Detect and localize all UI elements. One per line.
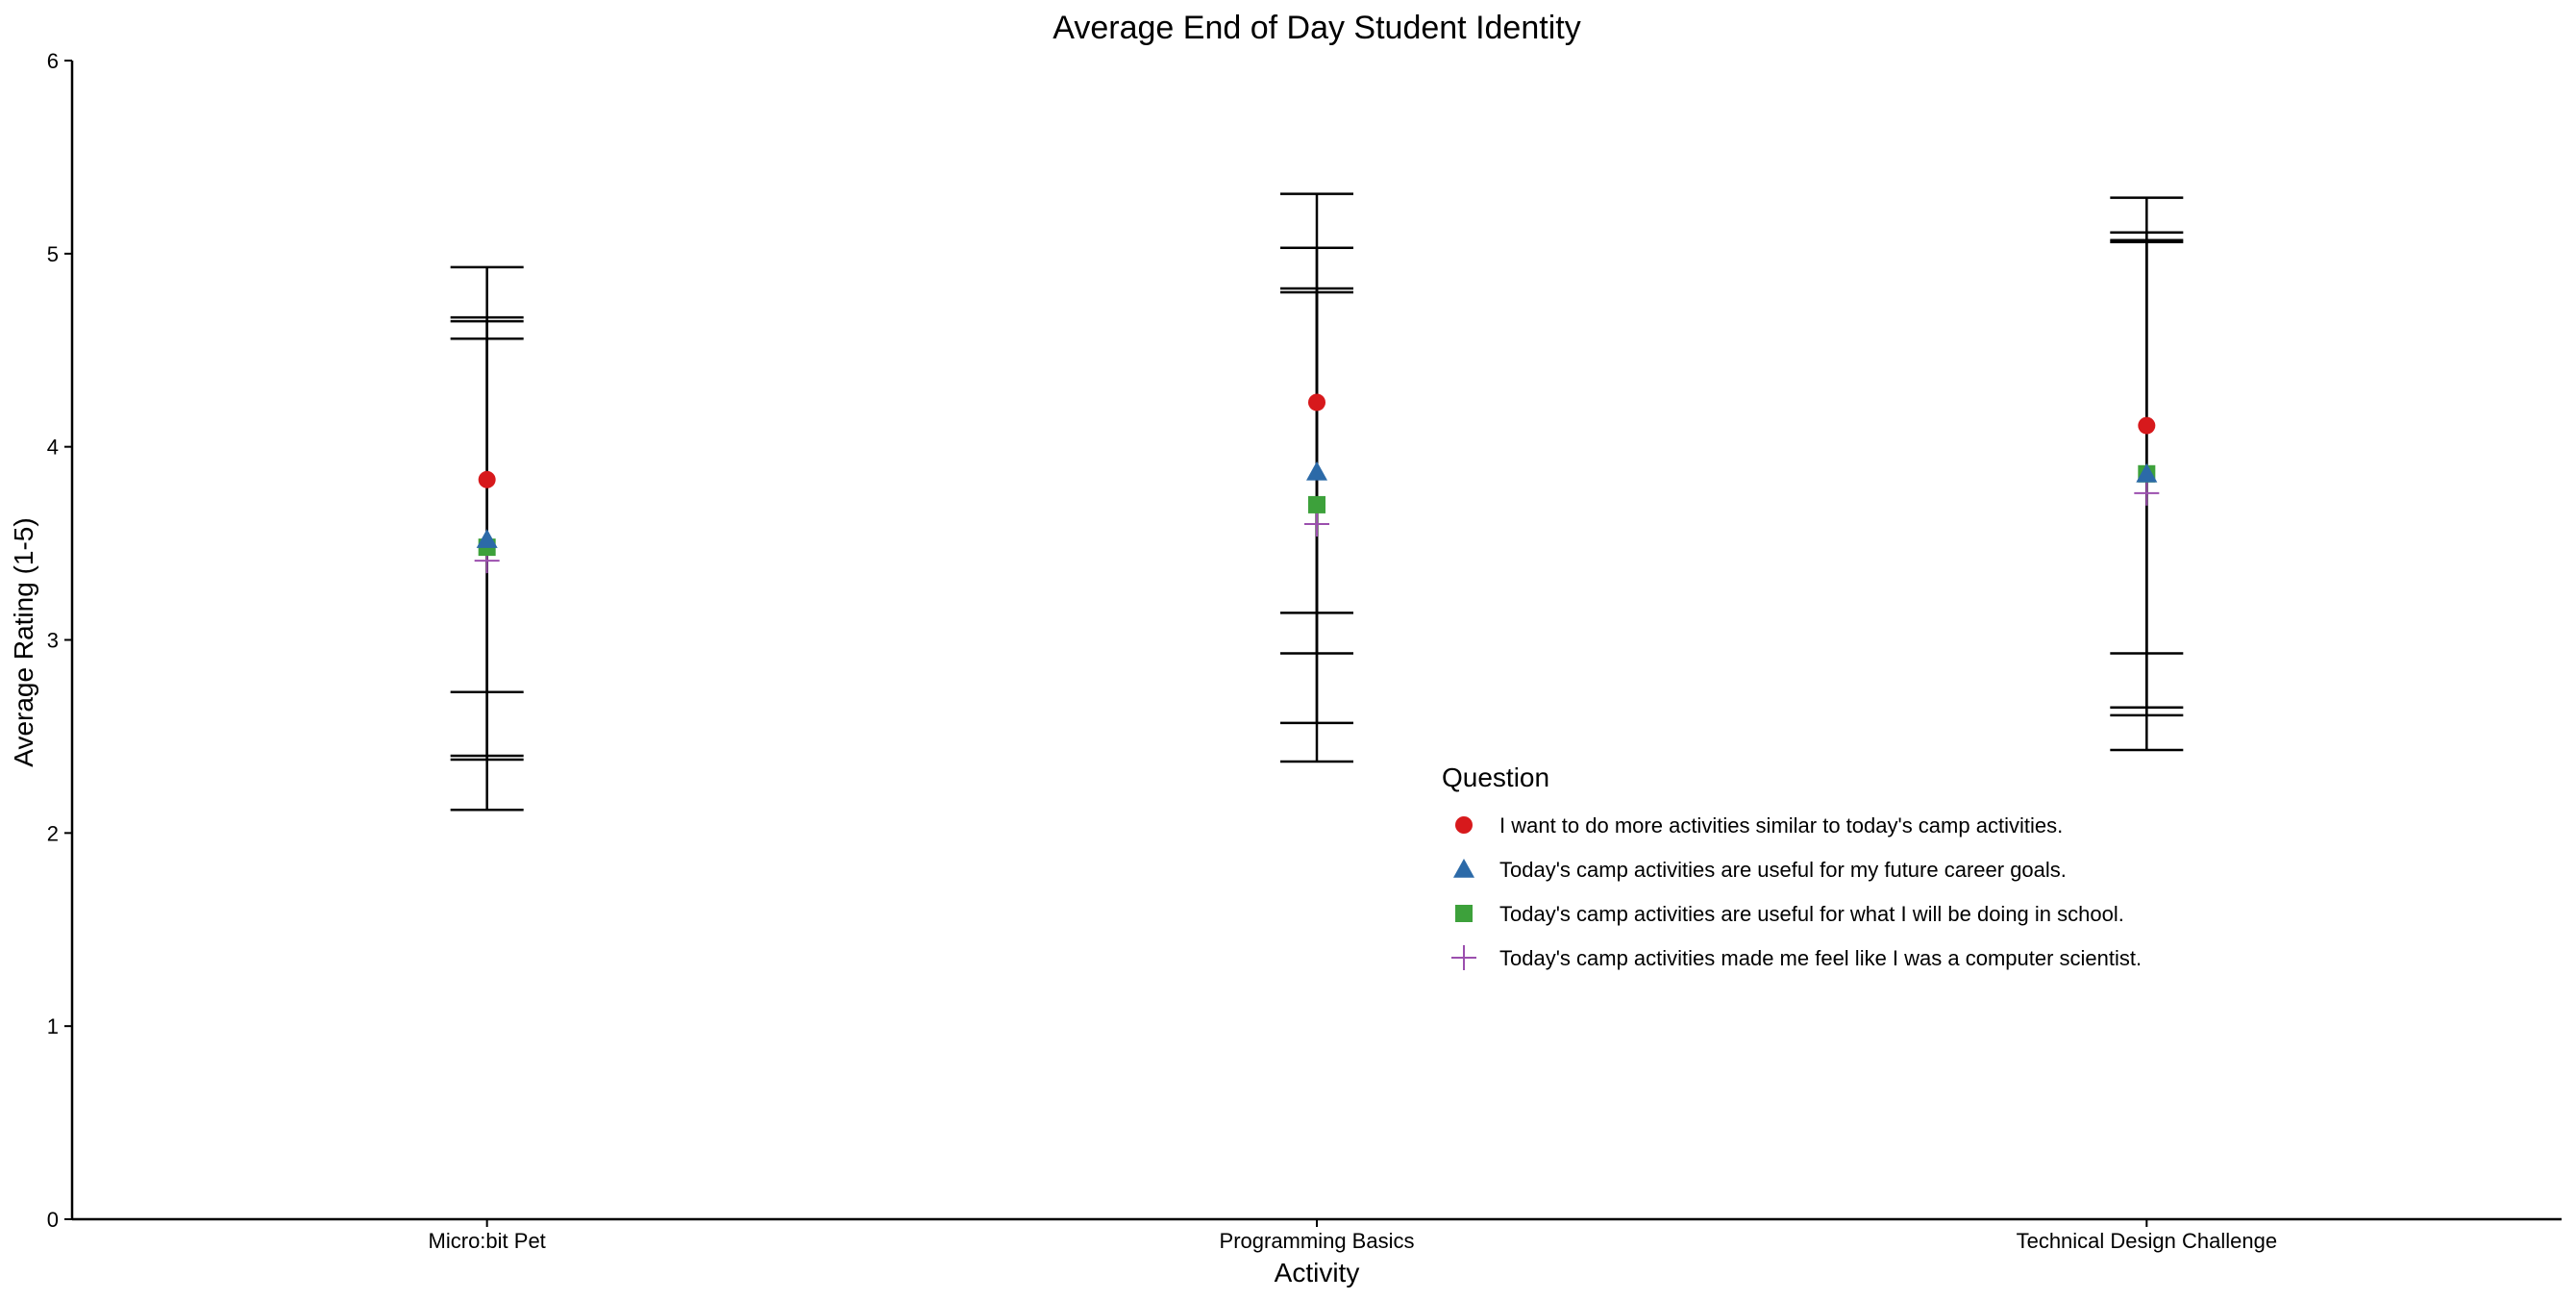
data-point <box>1308 495 1325 513</box>
legend-label: Today's camp activities are useful for w… <box>1499 902 2124 926</box>
legend: Question I want to do more activities si… <box>1442 762 2142 970</box>
y-tick-label: 5 <box>47 242 59 266</box>
chart-title: Average End of Day Student Identity <box>1053 10 1580 46</box>
y-tick-label: 3 <box>47 629 59 653</box>
data-point <box>2136 462 2158 483</box>
y-axis-title: Average Rating (1-5) <box>9 517 38 766</box>
x-tick-label: Micro:bit Pet <box>429 1229 546 1253</box>
legend-title: Question <box>1442 762 1549 792</box>
data-point <box>478 470 496 488</box>
legend-label: I want to do more activities similar to … <box>1499 813 2063 838</box>
y-tick-label: 1 <box>47 1014 59 1038</box>
legend-key <box>1455 905 1473 922</box>
legend-key <box>1455 816 1473 834</box>
data-point <box>1308 393 1325 412</box>
y-tick-label: 6 <box>47 49 59 73</box>
plot-area <box>450 192 2184 812</box>
x-axis: Micro:bit Pet Programming Basics Technical… <box>72 1217 2562 1253</box>
data-point <box>2138 416 2156 435</box>
data-point <box>2134 480 2160 506</box>
y-axis: 0 1 2 3 4 5 6 <box>47 49 74 1232</box>
data-point <box>476 529 498 548</box>
y-tick-label: 0 <box>47 1208 59 1232</box>
x-axis-title: Activity <box>1275 1258 1360 1288</box>
x-tick-label: Technical Design Challenge <box>2017 1229 2278 1253</box>
legend-label: Today's camp activities are useful for m… <box>1499 858 2067 882</box>
data-point <box>1304 512 1329 537</box>
legend-key <box>1451 945 1476 970</box>
x-tick-label: Programming Basics <box>1220 1229 1415 1253</box>
y-tick-label: 4 <box>47 436 59 460</box>
data-point <box>1306 461 1327 481</box>
legend-key <box>1453 859 1474 878</box>
y-tick-label: 2 <box>47 821 59 845</box>
legend-label: Today's camp activities made me feel lik… <box>1499 946 2142 970</box>
